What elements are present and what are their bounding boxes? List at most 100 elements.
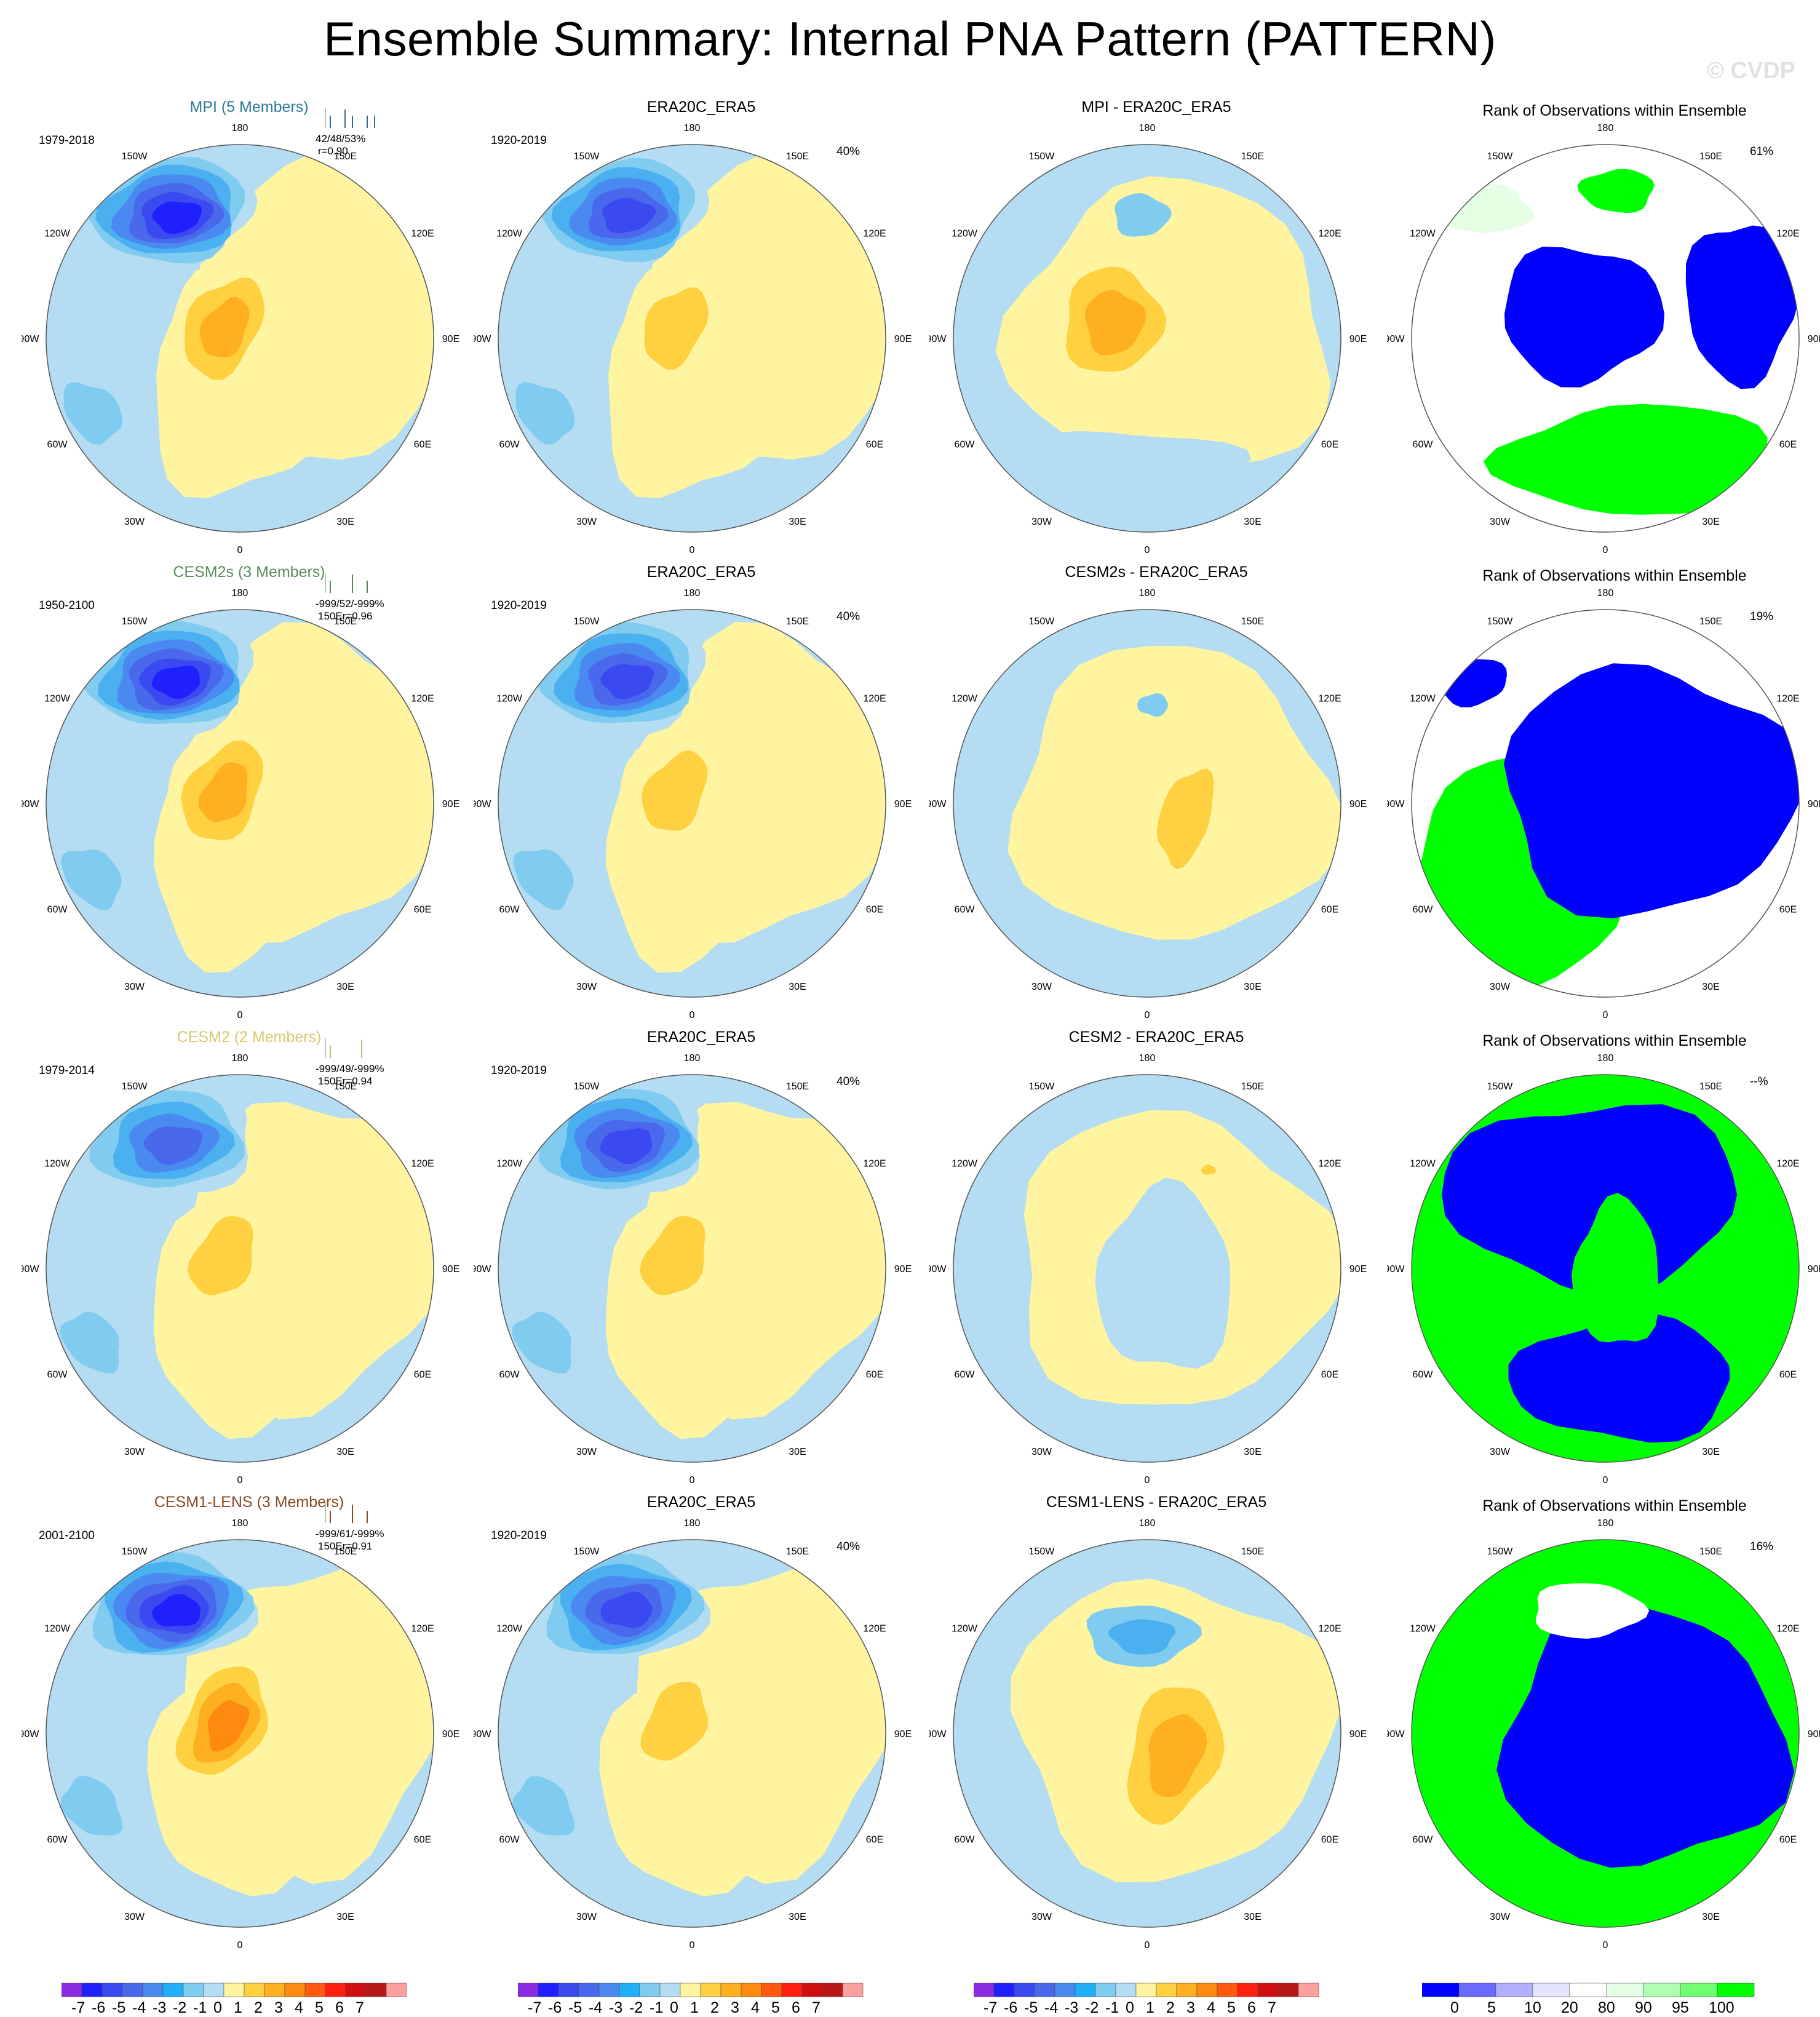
longitude-label: 30W (124, 1447, 145, 1457)
longitude-label: 90W (929, 799, 947, 810)
colorbar-tick-label: 95 (1672, 1999, 1689, 2016)
pattern-correlation: r=0.90 (318, 145, 348, 157)
longitude-label: 120W (496, 694, 523, 704)
colorbar-box (741, 1983, 762, 1997)
longitude-label: 150E (1699, 151, 1722, 162)
longitude-label: 30W (1031, 1447, 1052, 1457)
colorbar-tick-label: 6 (1247, 1999, 1256, 2016)
map-border (46, 144, 434, 533)
colorbar-tick-label: 0 (213, 1999, 222, 2016)
colorbar-box (1278, 1983, 1299, 1997)
negative-difference-core-level-2 (1108, 1619, 1176, 1655)
colorbar-tick-label: -4 (589, 1999, 603, 2016)
longitude-label: 150W (574, 616, 600, 627)
colorbar-tick-label: 90 (1635, 1999, 1652, 2016)
rank-region-high-center (1572, 1193, 1659, 1343)
colorbar-box (1135, 1983, 1157, 1997)
longitude-label: 0 (237, 1010, 243, 1020)
longitude-label: 120E (1318, 694, 1341, 704)
colorbar-tick-label: -2 (173, 1999, 187, 2016)
polar-map: 180 150E 120E 90E 60E 30E 0 30W 60W 90W 120W 150W (1387, 123, 1820, 555)
longitude-label: 90E (1808, 799, 1820, 810)
longitude-label: 180 (1139, 1053, 1156, 1064)
longitude-label: 60E (414, 905, 431, 915)
colorbar-box (1606, 1983, 1644, 1997)
panel-title: Rank of Observations within Ensemble (1482, 567, 1747, 584)
panel-title: ERA20C_ERA5 (646, 1028, 756, 1046)
longitude-label: 150E (1699, 1081, 1722, 1092)
longitude-label: 30E (336, 517, 354, 527)
colorbar-box (680, 1983, 701, 1997)
colorbar-tick-label: -1 (193, 1999, 207, 2016)
longitude-label: 60W (47, 1835, 68, 1845)
map-field (953, 1075, 1341, 1462)
north-american-high-level-2 (642, 750, 708, 831)
colorbar-box (1156, 1983, 1177, 1997)
longitude-label: 30E (1244, 982, 1261, 992)
longitude-label: 90W (929, 1264, 947, 1275)
longitude-label: 90E (1808, 1729, 1820, 1740)
longitude-label: 0 (689, 1475, 695, 1486)
longitude-label: 90E (1349, 334, 1367, 344)
rank-region-high-south (1483, 404, 1776, 515)
colorbar-tick-label: -5 (112, 1999, 126, 2016)
colorbar-box (1115, 1983, 1137, 1997)
colorbar-box (1495, 1983, 1533, 1997)
colorbar-tick-label: -4 (132, 1999, 146, 2016)
pattern-stat: -999/49/-999% (316, 1063, 384, 1075)
colorbar-rank (1422, 1983, 1755, 1997)
colorbar-tick-label: 5 (1487, 1999, 1496, 2016)
longitude-label: 30E (1244, 1912, 1261, 1922)
rank-region-low-east (1685, 225, 1799, 389)
longitude-label: 60W (955, 440, 976, 450)
longitude-label: 30E (1244, 1447, 1261, 1457)
colorbar-tick-label: 4 (295, 1999, 303, 2016)
longitude-label: 0 (689, 545, 695, 555)
longitude-label: 30E (1702, 517, 1719, 527)
map-border (1411, 1074, 1800, 1463)
north-american-high-level-3 (198, 762, 248, 822)
colorbar-tick-label: 7 (1268, 1999, 1276, 2016)
aleutian-low-level-6 (600, 1591, 653, 1628)
north-american-high-level-2 (640, 1215, 705, 1295)
longitude-label: 60W (499, 905, 520, 915)
map-border (46, 609, 434, 998)
colorbar-tick-label: -1 (650, 1999, 664, 2016)
longitude-label: 120E (1776, 1159, 1799, 1169)
longitude-label: 90E (442, 1264, 459, 1275)
longitude-label: 30E (789, 982, 806, 992)
colorbar-box (1532, 1983, 1570, 1997)
colorbar-box (822, 1983, 843, 1997)
colorbar-box (842, 1983, 864, 1997)
negative-difference-south (971, 431, 1252, 507)
longitude-label: 60W (499, 440, 520, 450)
colorbar-box (1217, 1983, 1238, 1997)
longitude-label: 120E (1318, 1624, 1341, 1634)
longitude-label: 0 (1603, 1010, 1608, 1020)
colorbar-box (386, 1983, 407, 1997)
longitude-label: 90W (929, 1729, 947, 1740)
colorbar-tick-label: -7 (71, 1999, 85, 2016)
atlantic-low (60, 1775, 123, 1836)
panel-title: MPI (5 Members) (189, 98, 309, 116)
longitude-label: 30W (576, 1912, 597, 1922)
longitude-label: 120E (411, 1624, 434, 1634)
longitude-label: 150E (334, 1081, 357, 1092)
colorbar-box (183, 1983, 204, 1997)
longitude-label: 0 (1603, 1475, 1608, 1486)
longitude-label: 60W (47, 1370, 68, 1380)
atlantic-low (512, 1775, 575, 1836)
longitude-label: 90W (1387, 1729, 1405, 1740)
figure-title: Ensemble Summary: Internal PNA Pattern (… (324, 12, 1496, 66)
colorbar-tick-label: -2 (1085, 1999, 1099, 2016)
polar-map: 180 150E 120E 90E 60E 30E 0 30W 60W 90W 120W 150W (1387, 588, 1820, 1020)
longitude-label: 120W (496, 229, 523, 239)
longitude-label: 180 (684, 588, 701, 599)
colorbar-box (578, 1983, 600, 1997)
longitude-label: 0 (1603, 1940, 1608, 1951)
longitude-label: 180 (1597, 1518, 1614, 1529)
longitude-label: 30W (576, 1447, 597, 1457)
longitude-label: 30E (1244, 517, 1261, 527)
longitude-label: 0 (237, 1475, 243, 1486)
atlantic-low (60, 1311, 119, 1374)
